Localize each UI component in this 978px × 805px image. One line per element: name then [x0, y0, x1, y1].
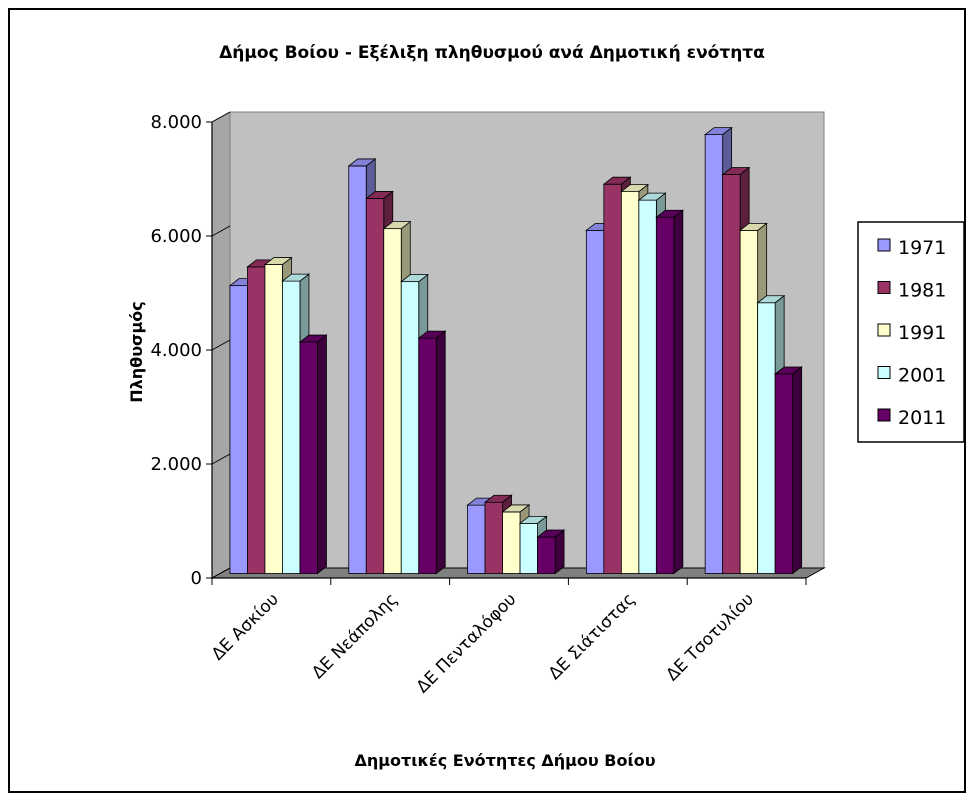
- bar-front: [638, 199, 657, 574]
- bar-top: [637, 192, 667, 201]
- legend-label: 2011: [898, 407, 946, 429]
- bar-front: [502, 511, 521, 574]
- y-tick-depth: [211, 225, 231, 237]
- bar-front: [247, 266, 266, 574]
- bar-side: [317, 334, 327, 575]
- bar-front: [383, 228, 402, 574]
- bar-front: [299, 341, 318, 574]
- legend-label: 2001: [898, 365, 946, 387]
- bar-front: [655, 216, 675, 574]
- bar-side: [554, 529, 565, 575]
- plot-area: 0 2.000 4.000 6.000 8.000 ΔΕ Ασκίου ΔΕ Νεάπολη…: [150, 111, 826, 697]
- bar-front: [519, 522, 538, 574]
- bar-top: [756, 295, 786, 304]
- legend-box: [857, 221, 965, 443]
- bar: [773, 366, 803, 575]
- x-category-label: ΔΕ Νεάπολης: [308, 589, 402, 683]
- bar-top: [382, 221, 412, 230]
- bar: [298, 334, 328, 575]
- bar-front: [264, 264, 283, 574]
- bar-front: [620, 191, 640, 574]
- bar-side: [792, 366, 803, 575]
- legend-swatch: [877, 408, 891, 422]
- bar-top: [620, 184, 650, 193]
- bar: [536, 529, 566, 575]
- bar-top: [602, 176, 632, 185]
- x-category-label: ΔΕ Σιάτιστας: [545, 589, 640, 684]
- bar-front: [229, 285, 248, 574]
- bar-top: [298, 334, 328, 343]
- x-category-label: ΔΕ Τσοτυλίου: [662, 589, 758, 685]
- bar-front: [484, 501, 503, 574]
- bar-front: [722, 174, 741, 574]
- bar-top: [536, 529, 566, 538]
- bar-top: [738, 222, 768, 231]
- bar: [655, 209, 685, 575]
- y-tick-depth: [211, 339, 231, 351]
- bar-top: [721, 167, 751, 175]
- legend-swatch: [877, 366, 891, 379]
- bar-front: [603, 183, 622, 574]
- bar-top: [655, 209, 685, 218]
- y-tick-label: 0: [191, 568, 202, 589]
- x-category-label: ΔΕ Ασκίου: [208, 589, 283, 664]
- bar-top: [281, 273, 311, 282]
- bar-top: [703, 127, 733, 136]
- bar-front: [537, 536, 556, 574]
- chart-title: Δήμος Βοίου - Εξέλιξη πληθυσμού ανά Δημο…: [219, 43, 765, 63]
- legend-swatch: [877, 238, 891, 252]
- legend-label: 1991: [898, 322, 946, 344]
- bar-front: [757, 302, 776, 574]
- bar-top: [400, 274, 429, 283]
- legend-label: 1981: [898, 280, 946, 302]
- bar-front: [400, 281, 420, 574]
- bar-side: [435, 330, 446, 575]
- bar-top: [347, 158, 377, 167]
- legend-swatch: [877, 281, 891, 294]
- bar-side: [673, 209, 684, 575]
- legend-swatch: [877, 323, 891, 337]
- bar-front: [348, 165, 367, 574]
- y-tick-depth: [211, 567, 231, 579]
- bar-front: [774, 373, 794, 574]
- y-tick-label: 8.000: [150, 112, 202, 133]
- y-tick-label: 2.000: [150, 454, 202, 475]
- bar-front: [704, 134, 724, 574]
- bar-top: [501, 504, 531, 513]
- x-category-label: ΔΕ Πενταλόφου: [413, 589, 521, 697]
- bar-top: [263, 257, 293, 265]
- y-tick-depth: [211, 453, 231, 465]
- bar-front: [467, 504, 486, 574]
- bar-top: [365, 191, 394, 199]
- y-tick-label: 4.000: [150, 340, 202, 361]
- y-axis-title: Πληθυσμός: [127, 301, 146, 402]
- bar-front: [585, 229, 605, 574]
- bar-top: [417, 330, 447, 339]
- bar-top: [518, 515, 548, 524]
- bar-top: [773, 366, 803, 375]
- bar-top: [483, 494, 513, 503]
- bar-front: [365, 198, 385, 574]
- bar-front: [418, 337, 437, 574]
- y-tick-label: 6.000: [150, 226, 202, 247]
- legend-label: 1971: [898, 237, 946, 259]
- y-tick-depth: [211, 111, 231, 123]
- bar-front: [739, 229, 759, 574]
- legend: 1971 1981 1991 2001 2011: [857, 221, 965, 443]
- bar: [417, 330, 447, 575]
- x-axis-title: Δημοτικές Ενότητες Δήμου Βοίου: [354, 751, 655, 770]
- bar-front: [282, 280, 301, 574]
